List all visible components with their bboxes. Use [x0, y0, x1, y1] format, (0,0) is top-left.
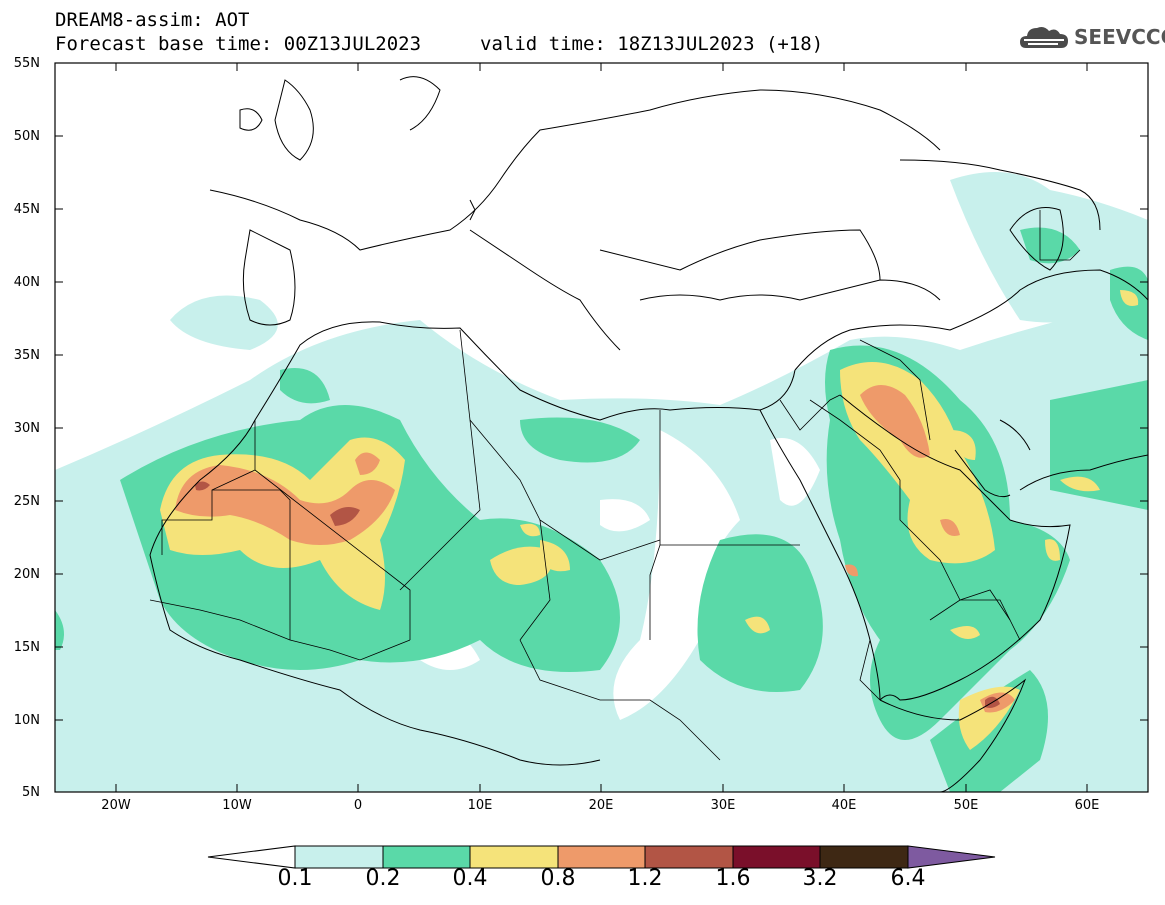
colorbar-high-arrow — [907, 845, 996, 869]
chart-title: DREAM8-assim: AOT — [55, 9, 250, 31]
colorbar-bin — [819, 845, 909, 869]
cloud-icon — [1020, 27, 1068, 48]
colorbar — [207, 845, 996, 869]
aot-field — [55, 172, 1148, 792]
lon-label: 10W — [222, 798, 252, 813]
lon-label: 30E — [710, 798, 736, 813]
lat-label: 15N — [13, 640, 40, 655]
lat-label: 20N — [13, 567, 40, 582]
colorbar-bin — [382, 845, 471, 869]
seevccc-logo: SEEVCCC — [1018, 22, 1165, 52]
axis-ticks — [55, 63, 1148, 792]
lat-label: 35N — [13, 348, 40, 363]
lat-label: 45N — [13, 202, 40, 217]
logo-text: SEEVCCC — [1074, 25, 1165, 49]
lat-label: 25N — [13, 494, 40, 509]
lat-label: 5N — [22, 785, 40, 800]
lat-label: 10N — [13, 713, 40, 728]
lon-label: 20W — [101, 798, 131, 813]
colorbar-bin — [294, 845, 384, 869]
lon-label: 10E — [467, 798, 493, 813]
lat-label: 30N — [13, 421, 40, 436]
colorbar-label: 6.4 — [890, 866, 926, 891]
lon-label: 50E — [953, 798, 979, 813]
colorbar-label: 1.6 — [715, 866, 751, 891]
lon-label: 20E — [588, 798, 614, 813]
colorbar-bin — [557, 845, 646, 869]
colorbar-bin — [732, 845, 821, 869]
lat-label: 55N — [13, 56, 40, 71]
colorbar-label: 1.2 — [627, 866, 663, 891]
colorbar-bin — [469, 845, 559, 869]
lon-label: 0 — [353, 798, 363, 813]
colorbar-low-arrow — [207, 845, 296, 869]
lon-label: 40E — [831, 798, 857, 813]
country-borders — [149, 210, 1081, 761]
colorbar-bin — [644, 845, 734, 869]
lon-label: 60E — [1074, 798, 1100, 813]
colorbar-label: 3.2 — [802, 866, 838, 891]
colorbar-label: 0.2 — [365, 866, 401, 891]
colorbar-label: 0.8 — [540, 866, 576, 891]
colorbar-label: 0.1 — [277, 866, 313, 891]
valid-time: valid time: 18Z13JUL2023 (+18) — [480, 33, 824, 55]
colorbar-label: 0.4 — [452, 866, 488, 891]
lat-label: 40N — [13, 275, 40, 290]
coastlines-borders — [149, 76, 1148, 792]
lat-label: 50N — [13, 129, 40, 144]
forecast-base-time: Forecast base time: 00Z13JUL2023 — [55, 33, 422, 55]
